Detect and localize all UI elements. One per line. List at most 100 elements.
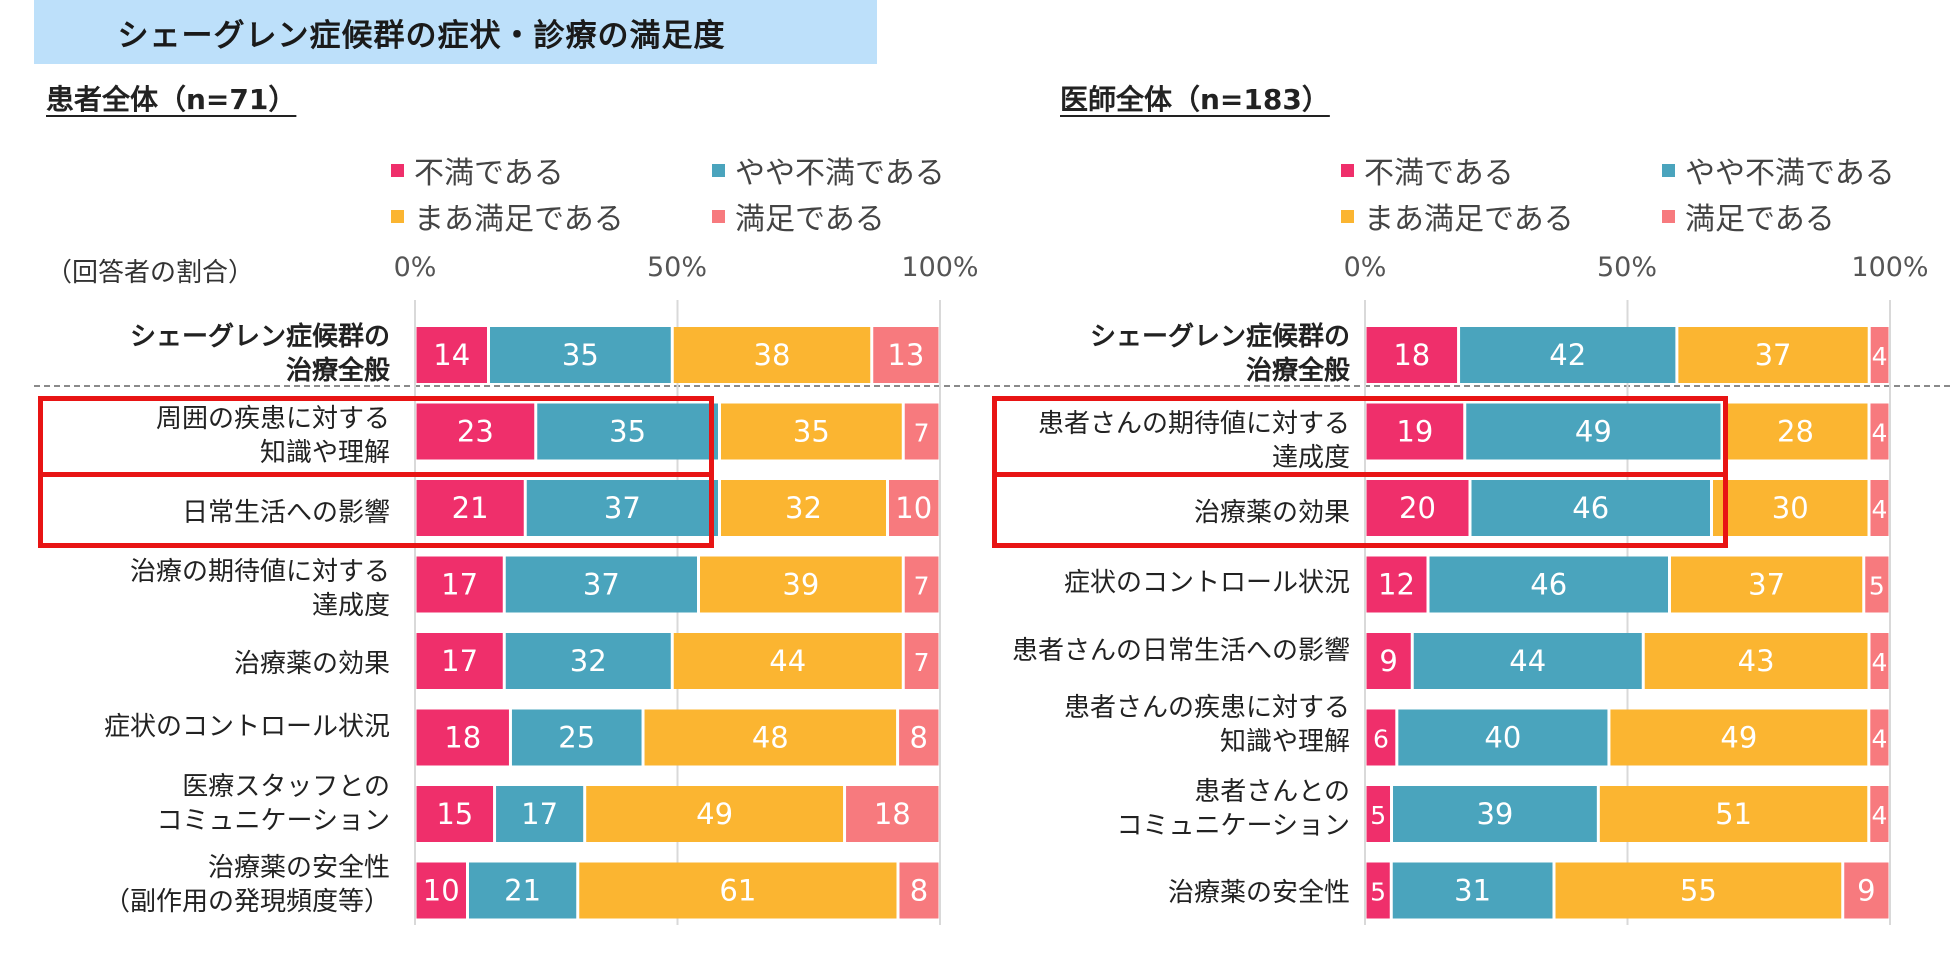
bar-segment — [496, 786, 584, 842]
data-label: 37 — [583, 568, 620, 602]
data-label: 18 — [444, 721, 481, 755]
data-label: 48 — [752, 721, 789, 755]
data-label: 30 — [1772, 491, 1809, 525]
data-label: 43 — [1738, 644, 1775, 678]
bar-segment — [700, 556, 902, 613]
legend-satisfied: 満足である — [712, 194, 885, 238]
bar-segment — [1599, 786, 1868, 842]
bar-segment — [416, 633, 503, 689]
data-label: 37 — [1748, 568, 1785, 602]
bar-segment — [526, 480, 718, 536]
data-label: 49 — [696, 797, 733, 831]
bar-segment — [1429, 556, 1668, 613]
data-label: 8 — [910, 874, 928, 908]
bar-segment — [1870, 327, 1889, 383]
bar-segment — [1723, 403, 1868, 460]
category-label: 患者さんとの コミュニケーション — [1116, 777, 1350, 841]
bar-segment — [1610, 709, 1868, 766]
bar-segment — [1393, 786, 1597, 842]
data-label: 18 — [874, 797, 911, 831]
separator-dashed-line — [34, 385, 1950, 387]
data-label: 4 — [1872, 648, 1888, 677]
axis-tick: 100% — [901, 252, 979, 283]
axis-tick: 0% — [1343, 252, 1387, 283]
bar-segment — [721, 403, 902, 460]
data-label: 40 — [1484, 721, 1521, 755]
category-label: 症状のコントロール状況 — [1063, 568, 1350, 598]
data-label: 4 — [1871, 801, 1887, 830]
category-label: 医療スタッフとの コミュニケーション — [156, 772, 390, 836]
category-label: 治療薬の安全性 — [1167, 878, 1350, 908]
data-label: 5 — [1869, 572, 1885, 601]
bar-segment — [505, 633, 671, 689]
patients-panel-title: 患者全体（n=71） — [46, 83, 297, 116]
data-label: 32 — [570, 644, 607, 678]
data-label: 13 — [887, 338, 924, 372]
legend-swatch — [1341, 163, 1354, 177]
data-label: 28 — [1777, 415, 1814, 449]
bar-segment — [1366, 709, 1396, 766]
bar-segment — [1870, 403, 1889, 460]
bar-segment — [1366, 403, 1464, 460]
bar-segment — [1366, 633, 1411, 689]
data-label: 17 — [441, 644, 478, 678]
data-label: 15 — [436, 797, 473, 831]
data-label: 31 — [1454, 874, 1491, 908]
bar-segment — [1870, 480, 1889, 536]
bar-segment — [1555, 862, 1842, 919]
category-label: 症状のコントロール状況 — [103, 712, 390, 742]
bar-segment — [1366, 327, 1458, 383]
data-label: 44 — [769, 644, 806, 678]
bar-segment — [1460, 327, 1676, 383]
bar-segment — [586, 786, 844, 842]
data-label: 8 — [910, 721, 928, 755]
data-label: 7 — [914, 572, 930, 601]
bar-segment — [490, 327, 671, 383]
data-label: 18 — [1393, 338, 1430, 372]
bar-segment — [1366, 556, 1427, 613]
data-label: 21 — [504, 874, 541, 908]
data-label: 51 — [1715, 797, 1752, 831]
bar-segment — [1471, 480, 1710, 536]
response-ratio-note: （回答者の割合） — [46, 258, 255, 288]
data-label: 32 — [785, 491, 822, 525]
bar-segment — [1713, 480, 1868, 536]
legend-swatch — [712, 163, 725, 177]
data-label: 35 — [793, 415, 830, 449]
data-label: 4 — [1872, 495, 1888, 524]
data-label: 46 — [1572, 491, 1609, 525]
bar-segment — [673, 327, 871, 383]
highlight-box — [38, 472, 714, 548]
category-label: シェーグレン症候群の 治療全般 — [129, 322, 390, 386]
bar-segment — [416, 480, 524, 536]
data-label: 35 — [609, 415, 646, 449]
bar-segment — [721, 480, 886, 536]
legend-dissatisfied: 不満である — [391, 148, 564, 192]
data-label: 4 — [1871, 725, 1887, 754]
highlight-box — [992, 472, 1728, 548]
category-label: 患者さんの疾患に対する 知識や理解 — [1063, 693, 1350, 757]
bar-segment — [511, 709, 642, 766]
bar-segment — [1392, 862, 1553, 919]
bar-segment — [1366, 862, 1390, 919]
data-label: 14 — [433, 338, 470, 372]
data-label: 10 — [423, 874, 460, 908]
bar-segment — [1844, 862, 1889, 919]
bar-segment — [1870, 786, 1889, 842]
data-label: 35 — [562, 338, 599, 372]
highlight-box — [992, 396, 1728, 477]
data-label: 20 — [1399, 491, 1436, 525]
legend-swatch — [712, 209, 725, 223]
bar-segment — [1644, 633, 1868, 689]
bar-segment — [899, 862, 939, 919]
bar-segment — [416, 786, 494, 842]
data-label: 46 — [1530, 568, 1567, 602]
legend-swatch — [1662, 209, 1675, 223]
bar-segment — [416, 556, 503, 613]
category-label: シェーグレン症候群の 治療全般 — [1089, 322, 1350, 386]
bar-segment — [873, 327, 939, 383]
title-banner — [34, 0, 877, 64]
bar-segment — [904, 556, 939, 613]
data-label: 49 — [1720, 721, 1757, 755]
